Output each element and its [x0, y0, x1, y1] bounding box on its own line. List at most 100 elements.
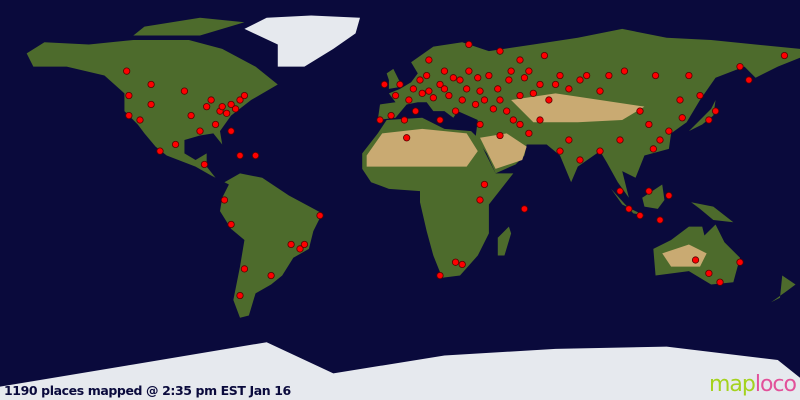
place-marker[interactable]	[416, 76, 424, 84]
place-marker[interactable]	[456, 76, 464, 84]
place-marker[interactable]	[267, 271, 275, 280]
place-marker[interactable]	[496, 131, 504, 140]
place-marker[interactable]	[156, 147, 164, 155]
place-marker[interactable]	[471, 100, 480, 109]
place-marker[interactable]	[465, 40, 473, 49]
place-marker[interactable]	[780, 51, 789, 60]
place-marker[interactable]	[463, 85, 471, 93]
place-marker[interactable]	[240, 91, 249, 100]
place-marker[interactable]	[476, 120, 484, 129]
place-marker[interactable]	[505, 76, 513, 84]
place-marker[interactable]	[425, 87, 433, 95]
place-marker[interactable]	[678, 114, 686, 122]
place-marker[interactable]	[136, 116, 144, 124]
place-marker[interactable]	[400, 116, 409, 124]
place-marker[interactable]	[409, 85, 417, 93]
place-marker[interactable]	[705, 269, 713, 277]
place-marker[interactable]	[525, 67, 533, 75]
place-marker[interactable]	[480, 180, 489, 189]
place-marker[interactable]	[625, 205, 633, 213]
place-marker[interactable]	[207, 96, 215, 104]
place-marker[interactable]	[391, 91, 400, 100]
place-marker[interactable]	[200, 160, 209, 169]
place-marker[interactable]	[227, 220, 235, 229]
place-marker[interactable]	[536, 116, 544, 124]
place-marker[interactable]	[520, 74, 529, 82]
place-marker[interactable]	[449, 74, 457, 82]
place-marker[interactable]	[236, 151, 244, 160]
place-marker[interactable]	[296, 245, 304, 253]
place-marker[interactable]	[645, 187, 653, 195]
place-marker[interactable]	[636, 107, 644, 115]
place-marker[interactable]	[436, 80, 444, 89]
place-marker[interactable]	[645, 120, 653, 129]
place-marker[interactable]	[425, 56, 433, 64]
place-marker[interactable]	[451, 258, 460, 266]
place-marker[interactable]	[516, 120, 524, 129]
place-marker[interactable]	[476, 196, 484, 204]
place-marker[interactable]	[220, 196, 229, 204]
place-marker[interactable]	[476, 87, 484, 95]
place-marker[interactable]	[576, 76, 584, 84]
place-marker[interactable]	[418, 89, 426, 97]
place-marker[interactable]	[147, 100, 155, 109]
place-marker[interactable]	[465, 67, 473, 75]
maploco-logo[interactable]: maploco	[709, 372, 797, 397]
place-marker[interactable]	[223, 109, 231, 117]
place-marker[interactable]	[656, 216, 664, 224]
place-marker[interactable]	[251, 151, 260, 160]
place-marker[interactable]	[147, 80, 155, 89]
place-marker[interactable]	[656, 136, 664, 144]
place-marker[interactable]	[218, 103, 226, 111]
place-marker[interactable]	[536, 80, 544, 89]
place-marker[interactable]	[458, 260, 466, 269]
place-marker[interactable]	[509, 116, 517, 124]
place-marker[interactable]	[123, 67, 131, 75]
place-marker[interactable]	[565, 85, 573, 93]
place-marker[interactable]	[236, 291, 244, 300]
place-marker[interactable]	[125, 91, 133, 100]
place-marker[interactable]	[196, 127, 204, 135]
place-marker[interactable]	[565, 136, 573, 144]
place-marker[interactable]	[376, 116, 384, 124]
place-marker[interactable]	[540, 51, 549, 60]
place-marker[interactable]	[583, 71, 591, 80]
place-marker[interactable]	[451, 107, 460, 115]
place-marker[interactable]	[227, 127, 235, 135]
place-marker[interactable]	[231, 105, 240, 113]
place-marker[interactable]	[171, 140, 180, 149]
place-marker[interactable]	[736, 258, 744, 266]
place-marker[interactable]	[187, 111, 195, 120]
place-marker[interactable]	[711, 107, 720, 115]
place-marker[interactable]	[525, 129, 533, 137]
place-marker[interactable]	[300, 240, 309, 249]
place-marker[interactable]	[403, 134, 411, 142]
place-marker[interactable]	[387, 111, 395, 120]
place-marker[interactable]	[596, 87, 604, 95]
place-marker[interactable]	[211, 120, 220, 129]
place-marker[interactable]	[474, 74, 482, 82]
place-marker[interactable]	[520, 205, 529, 213]
place-marker[interactable]	[380, 80, 389, 89]
place-marker[interactable]	[576, 156, 584, 164]
place-marker[interactable]	[507, 67, 515, 75]
place-marker[interactable]	[696, 91, 704, 100]
place-marker[interactable]	[551, 80, 560, 89]
place-marker[interactable]	[436, 271, 444, 280]
place-marker[interactable]	[616, 187, 624, 195]
place-marker[interactable]	[440, 67, 449, 75]
place-marker[interactable]	[616, 136, 624, 144]
place-marker[interactable]	[227, 100, 235, 109]
place-marker[interactable]	[429, 94, 437, 102]
place-marker[interactable]	[458, 96, 466, 104]
place-marker[interactable]	[440, 85, 449, 93]
place-marker[interactable]	[716, 278, 724, 286]
place-marker[interactable]	[496, 47, 504, 55]
place-marker[interactable]	[494, 85, 502, 93]
place-marker[interactable]	[287, 240, 295, 249]
place-marker[interactable]	[405, 96, 413, 104]
place-marker[interactable]	[445, 91, 453, 100]
place-marker[interactable]	[545, 96, 553, 104]
place-marker[interactable]	[125, 111, 133, 120]
